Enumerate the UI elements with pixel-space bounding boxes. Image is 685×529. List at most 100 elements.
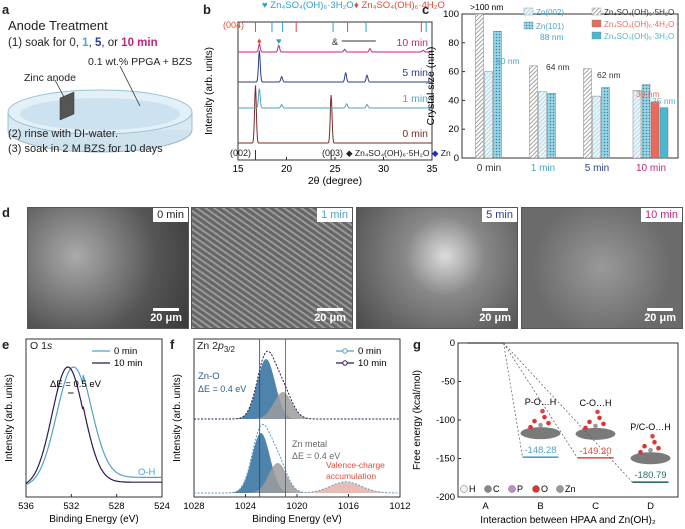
xrd-tick-label: 20 xyxy=(281,164,293,175)
crystal-bar xyxy=(583,68,592,159)
xrd-series-1 xyxy=(238,88,432,109)
xrd-peak-004: (004) xyxy=(223,20,245,30)
interaction-label: C-O…H xyxy=(580,398,612,408)
zn2p-title-sub: 3/2 xyxy=(223,345,235,355)
sem-image-0min: 0 min 20 μm xyxy=(27,207,189,329)
o1s-series-1 xyxy=(25,366,162,484)
sem-scale-0min: 20 μm xyxy=(150,308,182,324)
crystal-tick-label: 20 xyxy=(448,124,459,135)
zn2p-legend-label: 0 min xyxy=(358,346,381,357)
o1s-ylabel: Intensity (arb. units) xyxy=(4,374,15,462)
xrd-series-2 xyxy=(238,50,432,83)
crystal-category-label: 0 min xyxy=(477,163,501,174)
xrd-tick-label: 30 xyxy=(378,164,390,175)
energy-category-label: B xyxy=(537,501,543,512)
step1-or: , or xyxy=(101,37,122,49)
xrd-xlabel: 2θ (degree) xyxy=(308,175,362,187)
zn2p-tick-label: 1016 xyxy=(338,501,359,512)
crystal-bar xyxy=(632,90,642,159)
xrd-peak-002: (002) xyxy=(230,148,252,158)
atom-legend-icon xyxy=(460,485,468,493)
zn2p-component-peak xyxy=(194,392,400,419)
atom-legend-icon xyxy=(508,485,516,493)
atom-legend-icon xyxy=(532,485,540,493)
xrd-legend-3h2o: ♥ Zn₄SO₄(OH)₆·3H₂O xyxy=(262,0,354,11)
crystal-bar xyxy=(475,13,484,159)
sem-tag-10min: 10 min xyxy=(640,208,682,222)
energy-tick-label: -50 xyxy=(441,377,455,388)
zn-diamond-icon: ◆ xyxy=(431,148,439,158)
energy-connector xyxy=(503,342,523,458)
sem-image-1min: 1 min 20 μm xyxy=(191,207,353,329)
atom-icon xyxy=(650,433,655,439)
energy-tick-label: -200 xyxy=(436,492,455,503)
atom-icon xyxy=(583,425,588,431)
xrd-3h2o-marker: ♥ xyxy=(276,36,281,46)
atom-icon xyxy=(601,421,606,427)
atom-icon xyxy=(542,414,547,420)
crystal-ylabel: Crystal size (nm) xyxy=(425,47,437,126)
crystal-bar xyxy=(529,65,538,159)
step1-text: (1) soak for xyxy=(8,37,70,49)
crystal-category-label: 10 min xyxy=(636,163,666,174)
atom-icon xyxy=(648,447,653,453)
crystal-bar xyxy=(547,92,556,159)
sem-scale-5min: 20 μm xyxy=(479,308,511,324)
crystal-tick-label: 0 xyxy=(454,153,459,164)
crystal-bar xyxy=(601,87,610,159)
atom-icon xyxy=(593,423,598,429)
crystal-legend-swatch xyxy=(523,21,534,30)
anode-title: Anode Treatment xyxy=(8,18,108,33)
panel-b-label: b xyxy=(203,2,211,17)
crystal-bar xyxy=(592,95,601,159)
solution-label: 0.1 wt.% PPGA + BZS xyxy=(88,56,193,68)
crystal-bar xyxy=(659,107,669,159)
zn2p-component-peak xyxy=(194,482,400,493)
xrd-tick-label: 15 xyxy=(232,164,244,175)
sem-tag-1min: 1 min xyxy=(317,208,352,222)
energy-xlabel: Interaction between HPAA and Zn(OH)₂ xyxy=(480,515,656,526)
sem-scale-text: 20 μm xyxy=(479,312,511,324)
panel-f-label: f xyxy=(170,337,175,352)
xrd-tick-label: 35 xyxy=(426,164,438,175)
xrd-tick-label: 25 xyxy=(329,164,341,175)
sem-scale-text: 20 μm xyxy=(314,312,346,324)
energy-value-label: -180.79 xyxy=(634,470,666,481)
atom-legend-icon xyxy=(556,485,564,493)
energy-category-label: A xyxy=(482,501,489,512)
crystal-bar xyxy=(538,91,547,159)
crystal-legend-swatch xyxy=(523,7,534,16)
atom-legend-label: O xyxy=(541,484,548,494)
xps-o1s-title: O 1s xyxy=(30,340,52,352)
crystal-annotation: 88 nm xyxy=(540,32,564,42)
xrd-chart: 0 min 1 min 5 min 10 min 15 20 25 30 35 2θ (degre… xyxy=(204,21,438,187)
xrd-4h2o-marker: ♦ xyxy=(257,36,262,46)
step1-sep: , xyxy=(75,37,83,49)
xrd-series-label: 5 min xyxy=(402,67,428,79)
sem-image-10min: 10 min 20 μm xyxy=(521,207,683,329)
crystal-frame xyxy=(461,13,679,159)
crystal-legend-label: Zn₄SO₄(OH)₆·5H₂O xyxy=(604,8,674,17)
xrd-legend-5h2o-text: Zn₄SO₄(OH)₆·5H₂O xyxy=(354,148,430,158)
atom-icon xyxy=(638,449,643,455)
step1-t10: 10 min xyxy=(121,37,158,49)
zn2p-metal-label: Zn metal xyxy=(292,439,327,449)
interaction-label: P-O…H xyxy=(525,397,557,407)
xrd-legend-3h2o-text: Zn₄SO₄(OH)₆·3H₂O xyxy=(270,0,354,11)
xrd-series-label: 1 min xyxy=(402,93,428,105)
energy-connector xyxy=(503,342,578,459)
atom-legend-label: P xyxy=(517,484,523,494)
step1-t5: 5 xyxy=(94,37,102,49)
crystal-tick-label: 60 xyxy=(448,67,459,78)
zn2p-title-p: p xyxy=(218,340,224,352)
step1-t0: 0 xyxy=(69,37,76,49)
atom-icon xyxy=(546,420,551,426)
sem-scale-text: 20 μm xyxy=(150,312,182,324)
sem-image-5min: 5 min 20 μm xyxy=(356,207,518,329)
crystal-legend-swatch xyxy=(591,7,602,16)
step1-t1: 1 xyxy=(82,37,89,49)
xrd-series-0 xyxy=(238,85,432,144)
atom-legend-label: H xyxy=(469,484,476,494)
crystal-annotation: 62 nm xyxy=(597,70,621,80)
zn2p-title-text: Zn 2 xyxy=(197,340,219,352)
